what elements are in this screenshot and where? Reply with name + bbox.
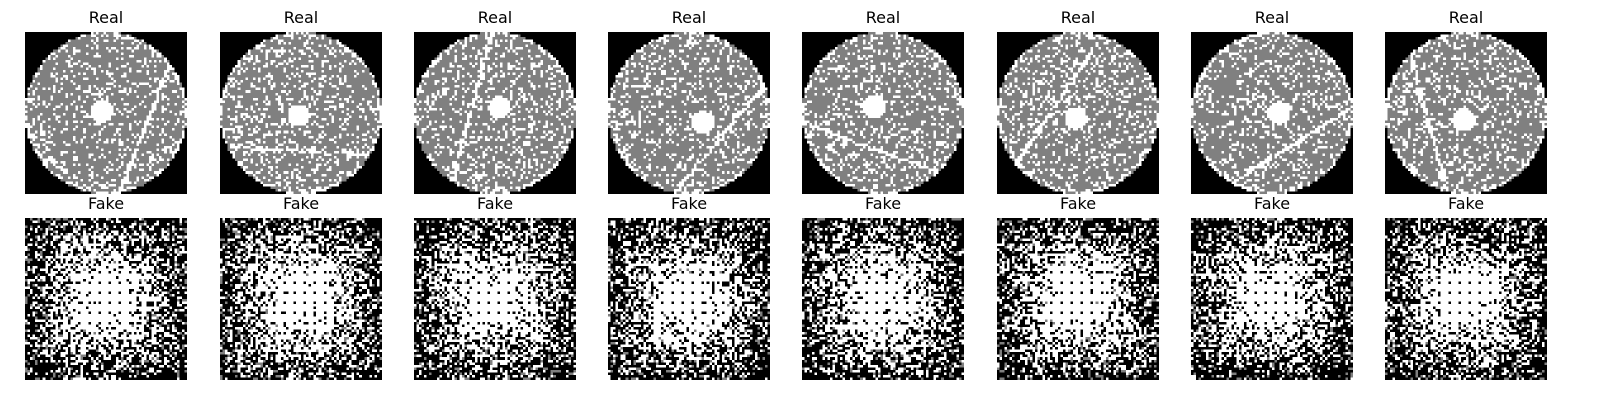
real-image-8 bbox=[1385, 32, 1547, 194]
fake-image-4 bbox=[608, 218, 770, 380]
real-title-5: Real bbox=[865, 8, 901, 27]
fake-title-2: Fake bbox=[282, 194, 320, 213]
fake-title-8: Fake bbox=[1447, 194, 1485, 213]
real-image-4 bbox=[608, 32, 770, 194]
real-image-2 bbox=[220, 32, 382, 194]
fake-title-4: Fake bbox=[670, 194, 708, 213]
real-title-2: Real bbox=[283, 8, 319, 27]
real-image-5 bbox=[802, 32, 964, 194]
fake-image-2 bbox=[220, 218, 382, 380]
fake-image-5 bbox=[802, 218, 964, 380]
fake-image-6 bbox=[997, 218, 1159, 380]
real-image-1 bbox=[25, 32, 187, 194]
real-image-3 bbox=[414, 32, 576, 194]
real-title-8: Real bbox=[1448, 8, 1484, 27]
fake-title-1: Fake bbox=[87, 194, 125, 213]
fake-title-3: Fake bbox=[476, 194, 514, 213]
real-title-4: Real bbox=[671, 8, 707, 27]
fake-image-7 bbox=[1191, 218, 1353, 380]
fake-title-6: Fake bbox=[1059, 194, 1097, 213]
fake-image-3 bbox=[414, 218, 576, 380]
real-image-7 bbox=[1191, 32, 1353, 194]
fake-title-5: Fake bbox=[864, 194, 902, 213]
real-title-6: Real bbox=[1060, 8, 1096, 27]
fake-image-1 bbox=[25, 218, 187, 380]
fake-image-8 bbox=[1385, 218, 1547, 380]
real-title-3: Real bbox=[477, 8, 513, 27]
fake-title-7: Fake bbox=[1253, 194, 1291, 213]
real-image-6 bbox=[997, 32, 1159, 194]
real-title-7: Real bbox=[1254, 8, 1290, 27]
real-title-1: Real bbox=[88, 8, 124, 27]
